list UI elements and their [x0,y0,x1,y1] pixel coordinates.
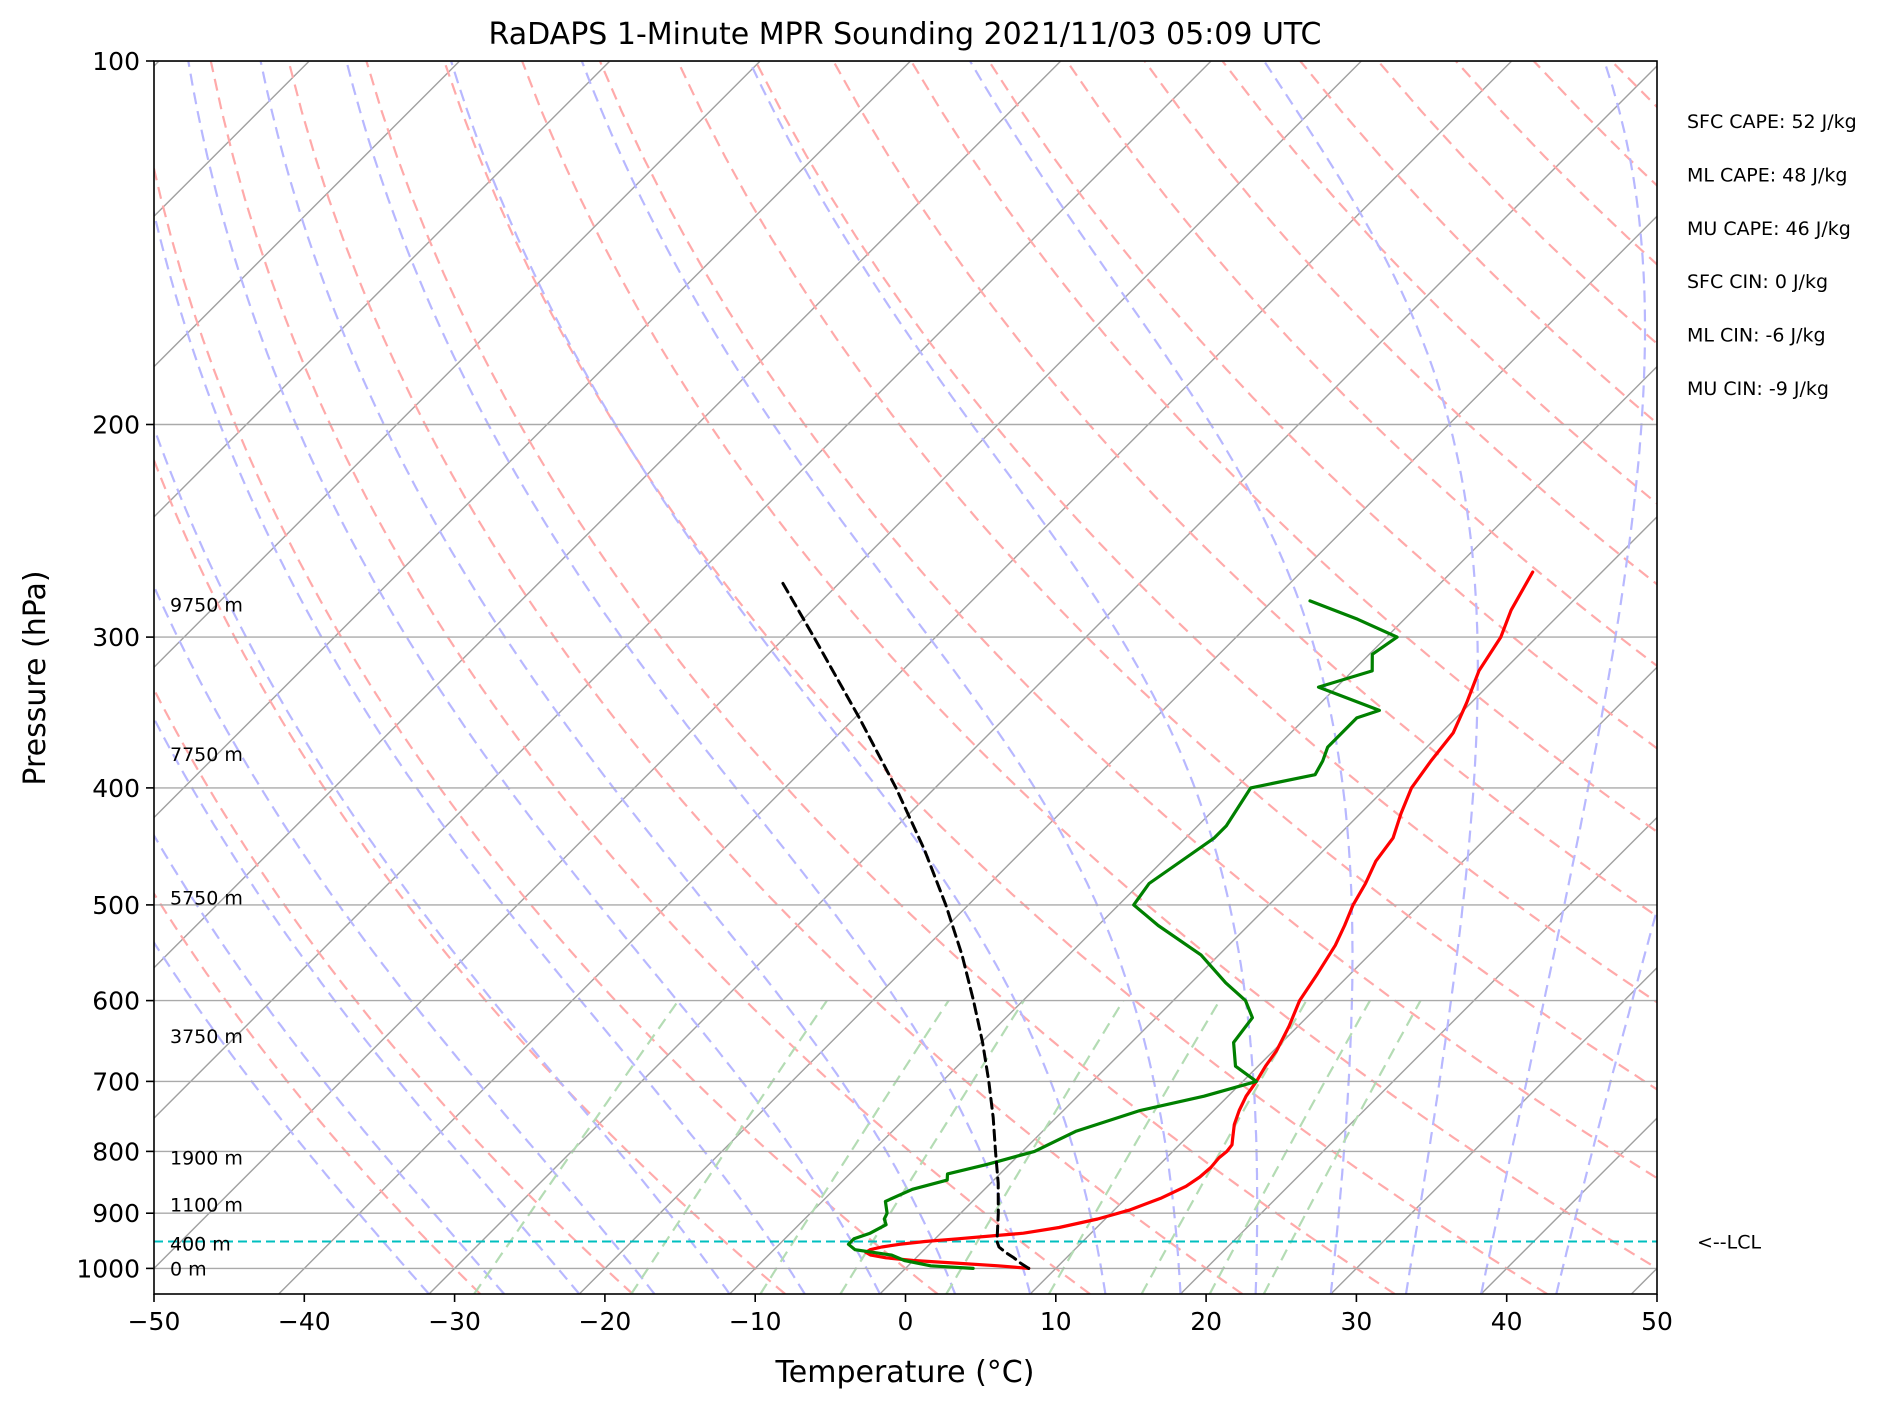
stat-annotation: SFC CAPE: 52 J/kg [1687,111,1857,133]
x-tick-label: 30 [1340,1307,1372,1336]
y-tick-label: 800 [92,1137,140,1166]
x-axis-title: Temperature (°C) [775,1355,1035,1390]
stat-annotation: MU CAPE: 46 J/kg [1687,218,1851,240]
stat-annotation: ML CAPE: 48 J/kg [1687,164,1847,186]
height-label: 400 m [170,1234,231,1256]
height-label: 5750 m [170,888,243,910]
y-tick-label: 500 [92,891,140,920]
x-tick-label: 20 [1190,1307,1222,1336]
y-tick-label: 200 [92,411,140,440]
stat-annotation: SFC CIN: 0 J/kg [1687,271,1828,293]
x-tick-label: −40 [278,1307,331,1336]
chart-title: RaDAPS 1-Minute MPR Sounding 2021/11/03 … [489,17,1322,52]
x-tick-label: −50 [128,1307,181,1336]
x-tick-label: 40 [1491,1307,1523,1336]
y-tick-label: 400 [92,774,140,803]
height-label: 7750 m [170,744,243,766]
lcl-label: <--LCL [1697,1232,1761,1254]
y-tick-label: 300 [92,623,140,652]
x-tick-label: −30 [428,1307,481,1336]
y-tick-label: 600 [92,987,140,1016]
stat-annotation: ML CIN: -6 J/kg [1687,325,1826,347]
y-axis-title: Pressure (hPa) [18,570,53,785]
height-label: 1900 m [170,1147,243,1169]
x-tick-label: −10 [729,1307,782,1336]
y-tick-label: 1000 [76,1254,140,1283]
y-tick-label: 700 [92,1067,140,1096]
x-tick-label: 50 [1641,1307,1673,1336]
y-tick-label: 100 [92,47,140,76]
y-tick-label: 900 [92,1199,140,1228]
stat-annotation: MU CIN: -9 J/kg [1687,378,1829,400]
height-label: 3750 m [170,1026,243,1048]
height-label: 1100 m [170,1194,243,1216]
x-tick-label: 10 [1040,1307,1072,1336]
x-tick-label: −20 [579,1307,632,1336]
height-label: 9750 m [170,595,243,617]
x-tick-label: 0 [898,1307,914,1336]
height-label: 0 m [170,1258,207,1280]
